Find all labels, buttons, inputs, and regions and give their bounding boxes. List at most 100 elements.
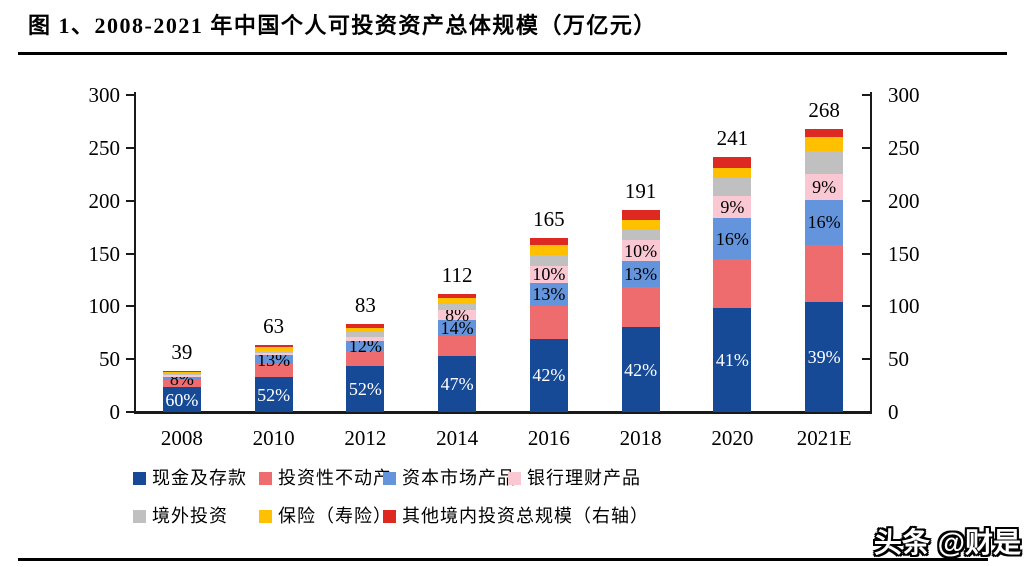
y-axis-left-label: 100 (88, 294, 121, 319)
bar-segment (713, 177, 752, 196)
bar-segment (438, 298, 477, 305)
bar-segment (346, 351, 385, 367)
bar-segment (621, 210, 660, 221)
y-axis-right-label: 300 (888, 83, 920, 107)
bar-segment-label: 12% (348, 336, 382, 357)
y-axis-right-label: 0 (888, 400, 899, 424)
bar-segment (438, 336, 477, 357)
bar-total-label: 63 (263, 314, 285, 339)
y-axis-left-tick (126, 411, 134, 413)
x-axis-label: 2021E (796, 426, 852, 450)
y-axis-left-label: 0 (109, 400, 121, 424)
x-axis-label: 2016 (527, 426, 570, 450)
y-axis-left-tick (126, 305, 134, 308)
y-axis-right-tick (862, 252, 870, 255)
bar-segment-label: 42% (624, 359, 658, 380)
watermark: 头条 @财是 (873, 527, 1021, 558)
y-axis-left-label: 200 (88, 188, 121, 213)
bar-total-label: 268 (808, 97, 840, 122)
y-axis-left-tick (126, 358, 134, 361)
bar-segment (713, 157, 752, 168)
bar-segment (621, 220, 660, 231)
figure-title: 图 1、2008-2021 年中国个人可投资资产总体规模（万亿元） (28, 13, 657, 38)
bar-segment-label: 9% (812, 176, 837, 197)
y-axis-right-label: 150 (888, 241, 920, 266)
bar-segment-label: 52% (257, 384, 291, 405)
bar-segment (805, 174, 844, 200)
y-axis-left (134, 92, 136, 414)
y-axis-right-label: 200 (888, 188, 920, 213)
bar-total-label: 83 (354, 293, 376, 318)
y-axis-left-label: 250 (88, 135, 121, 160)
bar-segment (805, 244, 844, 302)
bar-segment (438, 293, 477, 299)
bar-segment-label: 39% (807, 346, 841, 367)
bar-segment-label: 52% (348, 379, 382, 400)
bottom-divider (18, 558, 988, 561)
y-axis-right-label: 100 (888, 294, 920, 319)
y-axis-right-tick (862, 305, 870, 308)
legend-label: 其他境内投资 (402, 506, 516, 526)
bar-segment (529, 244, 568, 256)
bar-segment (346, 327, 385, 333)
x-axis-label: 2020 (711, 426, 754, 450)
bar-segment (713, 195, 752, 219)
x-axis-label: 2010 (252, 426, 295, 450)
bar-segment (529, 255, 568, 266)
bar-segment (254, 347, 293, 351)
bar-segment-label: 13% (624, 263, 658, 284)
bar-segment (162, 374, 201, 377)
bar-segment (254, 352, 293, 356)
title-divider (18, 52, 1007, 55)
bar-total-label: 165 (533, 206, 565, 231)
bar-segment-label: 47% (440, 374, 474, 395)
legend-label: 投资性不动产 (278, 468, 392, 488)
bar-segment (162, 376, 201, 381)
y-axis-right-tick (862, 199, 870, 202)
bar-segment (254, 345, 293, 348)
y-axis-right-tick (862, 411, 870, 413)
bar-segment (346, 340, 385, 352)
bar-segment (346, 336, 385, 341)
legend-label: 境外投资 (152, 506, 228, 526)
bar-segment (713, 307, 752, 412)
x-axis-label: 2012 (344, 426, 387, 450)
bar-segment (713, 167, 752, 178)
legend-swatch-icon (133, 472, 146, 485)
legend-swatch-icon (133, 510, 146, 523)
bar-segment (162, 371, 201, 374)
y-axis-right-label: 250 (888, 135, 920, 160)
bar-segment (529, 237, 568, 245)
bar-segment (162, 380, 201, 388)
y-axis-right-tick (862, 94, 870, 96)
legend-swatch-icon (259, 510, 272, 523)
bar-segment-label: 14% (440, 317, 474, 338)
bar-segment (162, 373, 201, 375)
bar-segment (713, 218, 752, 260)
bar-segment (621, 230, 660, 241)
legend-label: 现金及存款 (152, 468, 247, 488)
bar-segment-label: 16% (715, 228, 749, 249)
x-axis (134, 411, 872, 414)
bar-segment (254, 355, 293, 365)
bar-segment (805, 301, 844, 412)
bar-segment-label: 10% (532, 264, 566, 285)
legend-label: 银行理财产品 (527, 468, 641, 488)
y-axis-left-tick (126, 199, 134, 202)
bar-segment-label: 10% (624, 240, 658, 261)
bar-segment (621, 327, 660, 412)
bar-segment (529, 338, 568, 412)
y-axis-left-tick (126, 252, 134, 255)
y-axis-left-tick (126, 94, 134, 96)
bar-segment (621, 240, 660, 261)
legend-swatch-icon (508, 472, 521, 485)
x-axis-label: 2018 (619, 426, 662, 450)
y-axis-left-tick (126, 146, 134, 149)
bar-segment (529, 282, 568, 306)
bar-segment-label: 42% (532, 365, 566, 386)
y-axis-left-label: 300 (88, 83, 121, 107)
bar-segment (621, 286, 660, 328)
bar-segment (805, 137, 844, 152)
bar-segment (162, 370, 201, 372)
